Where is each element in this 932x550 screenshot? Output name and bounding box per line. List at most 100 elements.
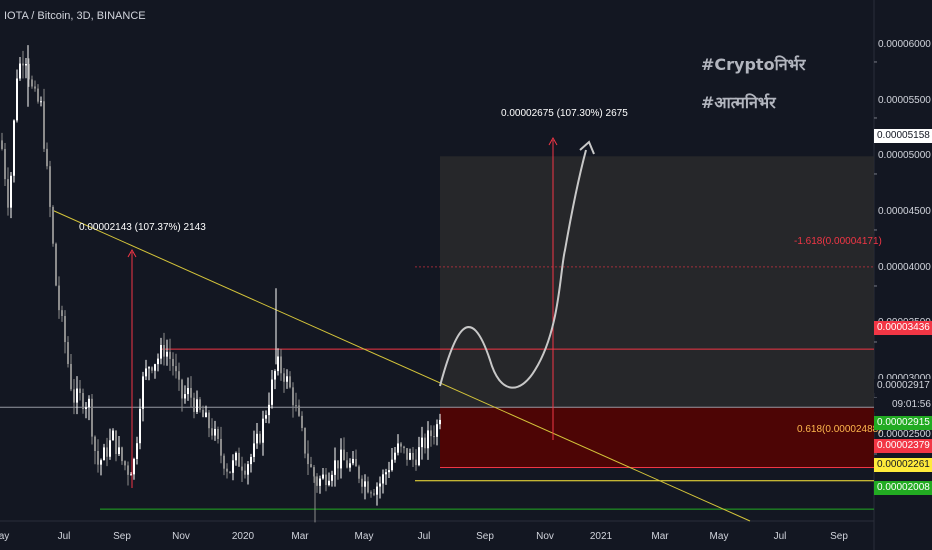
candle-body xyxy=(328,480,330,486)
candle-body xyxy=(316,476,318,486)
candle-body xyxy=(184,394,186,399)
candle-body xyxy=(355,458,357,467)
candle-body xyxy=(247,464,249,475)
symbol-title: IOTA / Bitcoin, 3D, BINANCE xyxy=(4,10,146,22)
candle-body xyxy=(82,393,84,409)
hashtag-atmanirbhar: #आत्मनिर्भर xyxy=(701,93,776,112)
projection-arrowhead xyxy=(579,140,595,155)
measure-label-1[interactable]: 0.00002143 (107.37%) 2143 xyxy=(79,222,206,233)
candle-body xyxy=(385,472,387,475)
measure-arrowhead-1 xyxy=(127,248,137,258)
candle-body xyxy=(283,373,285,382)
price-tick: 0.00002500 xyxy=(878,429,931,440)
candle-body xyxy=(34,86,36,89)
time-tick: ay xyxy=(0,531,10,542)
candle-body xyxy=(163,344,165,357)
time-tick: Jul xyxy=(57,531,71,542)
candle-body xyxy=(397,443,399,453)
candle-body xyxy=(40,101,42,103)
candle-body xyxy=(298,405,300,416)
candle-body xyxy=(217,428,219,439)
candle-body xyxy=(352,458,354,464)
time-tick: Sep xyxy=(476,531,494,542)
candle-body xyxy=(313,467,315,477)
candle-body xyxy=(253,443,255,457)
candle-body xyxy=(1,140,3,149)
candle-body xyxy=(94,436,96,451)
yellow-level-badge: 0.00002261 xyxy=(874,458,932,472)
candle-body xyxy=(403,446,405,449)
candle-body xyxy=(205,412,207,418)
candle-body xyxy=(25,64,27,66)
candle-body xyxy=(295,405,297,407)
candle-body xyxy=(373,493,375,495)
candle-body xyxy=(13,120,15,176)
time-tick: May xyxy=(709,531,729,542)
candle-body xyxy=(55,243,57,286)
candle-body xyxy=(22,63,24,66)
candle-body xyxy=(307,453,309,465)
candle-body xyxy=(268,404,270,416)
candle-body xyxy=(400,443,402,447)
candle-body xyxy=(421,437,423,448)
green-level-badge: 0.00002008 xyxy=(874,481,932,495)
candle-body xyxy=(286,376,288,382)
candle-body xyxy=(271,379,273,405)
time-tick: Jul xyxy=(417,531,431,542)
candle-body xyxy=(187,388,189,395)
candle-body xyxy=(382,474,384,484)
candle-body xyxy=(226,468,228,472)
candle-body xyxy=(370,492,372,494)
time-tick: Jul xyxy=(773,531,787,542)
candle-body xyxy=(433,436,435,438)
candle-body xyxy=(199,399,201,410)
candle-body xyxy=(196,399,198,412)
stop-loss-box xyxy=(440,407,874,468)
candle-body xyxy=(409,452,411,460)
candle-body xyxy=(151,367,153,371)
candle-body xyxy=(211,428,213,436)
price-tick: 0.00004000 xyxy=(878,262,931,273)
candle-body xyxy=(181,379,183,399)
candle-body xyxy=(202,409,204,418)
candle-body xyxy=(145,368,147,377)
candle-body xyxy=(148,367,150,369)
candle-body xyxy=(130,474,132,476)
candle-body xyxy=(115,430,117,455)
time-tick: Nov xyxy=(536,531,554,542)
candle-body xyxy=(220,438,222,456)
candle-body xyxy=(154,364,156,371)
candle-body xyxy=(79,388,81,394)
crosshair-price-badge: 0.00002917 xyxy=(874,379,932,393)
candle-body xyxy=(58,285,60,311)
candle-body xyxy=(418,447,420,466)
candle-body xyxy=(376,486,378,495)
candle-body xyxy=(430,430,432,437)
candle-body xyxy=(67,342,69,364)
candle-body xyxy=(49,166,51,207)
price-tick: 0.00005500 xyxy=(878,95,931,106)
candle-body xyxy=(394,452,396,460)
price-tick: 0.00003000 xyxy=(878,373,931,384)
candle-body xyxy=(301,415,303,428)
candle-body xyxy=(235,452,237,461)
candle-body xyxy=(439,419,441,425)
candle-body xyxy=(274,371,276,380)
candle-body xyxy=(262,418,264,443)
measure-label-2[interactable]: 0.00002675 (107.30%) 2675 xyxy=(501,108,628,119)
time-tick: Mar xyxy=(291,531,309,542)
candle-body xyxy=(37,88,39,102)
candle-body xyxy=(136,443,138,459)
candle-body xyxy=(10,175,12,208)
candle-body xyxy=(97,450,99,465)
candle-body xyxy=(85,407,87,409)
resistance-price-badge: 0.00003436 xyxy=(874,321,932,335)
trendline xyxy=(51,209,751,522)
candle-body xyxy=(19,63,21,79)
candle-body xyxy=(259,433,261,443)
candle-body xyxy=(103,447,105,461)
candle-body xyxy=(106,447,108,457)
candle-body xyxy=(415,459,417,466)
candle-body xyxy=(367,481,369,493)
